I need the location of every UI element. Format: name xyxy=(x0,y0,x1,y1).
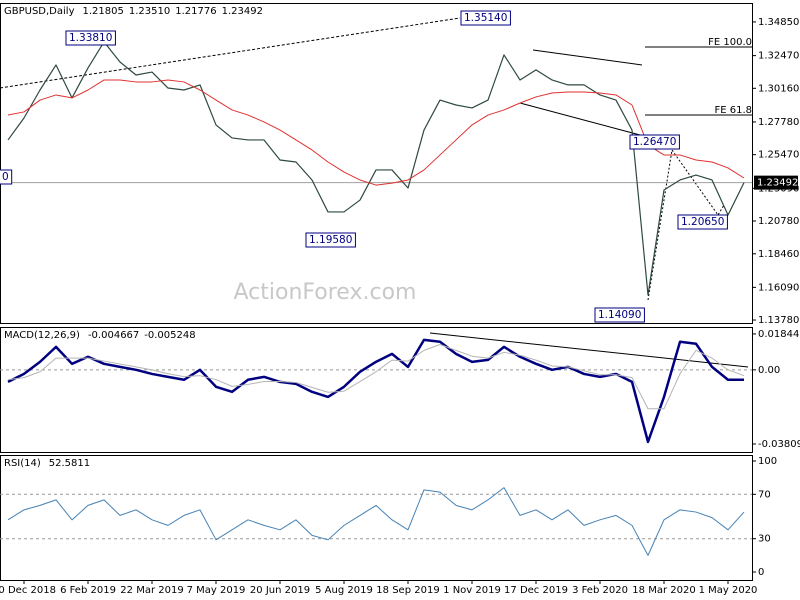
panel-reading: 52.5811 xyxy=(49,458,90,469)
annotation: 1.33810 xyxy=(65,30,116,46)
trendline xyxy=(429,332,749,368)
x-tick-label: 18 Mar 2020 xyxy=(632,585,695,596)
level-label: FE 61.8 xyxy=(714,105,752,116)
panel-reading: 1.21776 xyxy=(175,6,216,17)
annotation-label: 1.20650 xyxy=(681,216,724,228)
panel-title: MACD(12,26,9) xyxy=(4,330,80,341)
panel-reading: 1.23492 xyxy=(222,6,263,17)
trendline xyxy=(519,102,641,136)
panel-frame xyxy=(0,327,753,453)
y-tick-label: 0.018442 xyxy=(758,329,800,340)
y-tick-label: 70 xyxy=(758,489,771,500)
x-tick-label: 1 May 2020 xyxy=(699,585,758,596)
annotation-box xyxy=(629,134,680,150)
y-tick-label: 0.00 xyxy=(758,365,780,376)
y-tick-label: 1.25470 xyxy=(758,150,799,161)
annotation-box xyxy=(594,307,645,323)
y-tick-label: 30 xyxy=(758,534,771,545)
x-tick-label: 6 Feb 2019 xyxy=(60,585,116,596)
watermark: ActionForex.com xyxy=(234,280,417,305)
annotation-label: 1.35140 xyxy=(464,12,507,24)
series-line xyxy=(7,338,744,444)
annotation-box xyxy=(305,232,356,248)
panel-title: GBPUSD,Daily xyxy=(4,6,75,17)
panel-frame xyxy=(0,3,753,324)
y-tick-label: 1.13780 xyxy=(758,315,799,326)
panel-frame xyxy=(0,455,753,581)
panel-reading: -0.005248 xyxy=(144,330,195,341)
y-tick-label: 1.16090 xyxy=(758,282,799,293)
x-tick-label: 1 Nov 2019 xyxy=(443,585,501,596)
annotation: 1.20650 xyxy=(677,214,728,230)
y-tick-label: 1.20780 xyxy=(758,216,799,227)
x-tick-label: 18 Sep 2019 xyxy=(376,585,439,596)
y-tick-label: 100 xyxy=(758,456,777,467)
annotation-box xyxy=(677,214,728,230)
level-label: FE 100.0 xyxy=(708,37,752,48)
trendline xyxy=(532,49,643,66)
annotation-label: 1.26470 xyxy=(633,136,676,148)
y-tick-label: 1.32470 xyxy=(758,51,799,62)
annotation-label: 0 xyxy=(2,171,9,183)
annotation: 0 xyxy=(0,169,13,185)
panel-reading: 1.21805 xyxy=(83,6,124,17)
annotation-box xyxy=(0,169,13,185)
trendlines xyxy=(0,17,749,368)
annotation: 1.26470 xyxy=(629,134,680,150)
annotation: 1.35140 xyxy=(460,10,511,26)
trendline xyxy=(647,148,725,301)
y-tick-label: 1.18460 xyxy=(758,249,799,260)
y-tick-label: -0.038095 xyxy=(758,439,800,450)
last-price-label: 1.23492 xyxy=(757,178,798,189)
annotation-label: 1.14090 xyxy=(598,309,641,321)
last-price-tag xyxy=(754,175,798,190)
x-tick-label: 17 Dec 2019 xyxy=(504,585,568,596)
x-tick-label: 7 May 2019 xyxy=(187,585,246,596)
y-tick-label: 1.30160 xyxy=(758,83,799,94)
annotation: 1.14090 xyxy=(594,307,645,323)
series-line xyxy=(7,79,745,186)
x-tick-label: 3 Feb 2020 xyxy=(572,585,628,596)
y-tick-label: 1.27780 xyxy=(758,117,799,128)
annotation-box xyxy=(460,10,511,26)
annotation-box xyxy=(65,30,116,46)
panel-reading: 1.23510 xyxy=(129,6,170,17)
series-line xyxy=(7,344,745,410)
trendline xyxy=(0,17,461,89)
annotation-label: 1.19580 xyxy=(309,234,352,246)
series-line xyxy=(7,487,745,556)
panel-reading: -0.004667 xyxy=(88,330,139,341)
y-tick-label: 0 xyxy=(758,567,764,578)
x-tick-label: 20 Jun 2019 xyxy=(250,585,310,596)
x-tick-label: 20 Dec 2018 xyxy=(0,585,56,596)
y-tick-label: 1.34850 xyxy=(758,17,799,28)
annotation: 1.19580 xyxy=(305,232,356,248)
annotation-label: 1.33810 xyxy=(69,32,112,44)
panel-title: RSI(14) xyxy=(4,458,41,469)
x-tick-label: 5 Aug 2019 xyxy=(315,585,373,596)
series-line xyxy=(7,41,745,296)
x-tick-label: 22 Mar 2019 xyxy=(120,585,183,596)
